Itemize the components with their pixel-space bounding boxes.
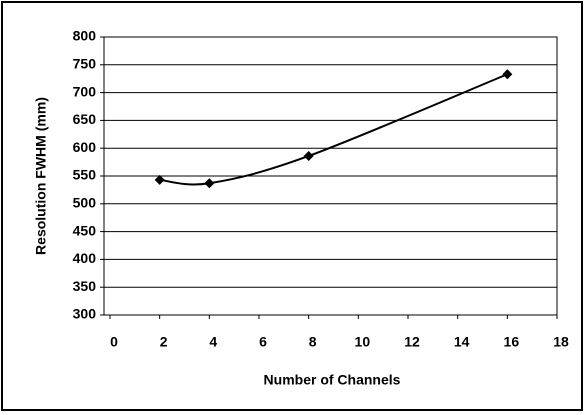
y-tick-label: 600	[73, 139, 97, 155]
y-tick-label: 400	[73, 250, 97, 266]
y-tick-label: 650	[73, 111, 97, 127]
x-tick-label: 2	[160, 334, 168, 350]
marker	[204, 178, 215, 189]
y-tick-label: 750	[73, 56, 97, 72]
y-tick-label: 450	[73, 222, 97, 238]
y-tick-label: 300	[73, 306, 97, 322]
y-tick-label: 700	[73, 83, 97, 99]
line	[159, 73, 508, 186]
marker	[502, 69, 513, 80]
marker	[303, 150, 314, 161]
y-tick-label: 350	[73, 278, 97, 294]
y-tick-label: 500	[73, 195, 97, 211]
x-tick-label: 14	[454, 334, 470, 350]
x-tick-label: 12	[404, 334, 420, 350]
x-tick-label: 8	[309, 334, 317, 350]
y-axis-label: Resolution FWHM (mm)	[33, 97, 49, 255]
marker	[154, 174, 165, 185]
y-tick-label: 800	[73, 28, 97, 44]
x-tick-label: 0	[110, 334, 118, 350]
x-tick-label: 6	[259, 334, 267, 350]
x-tick-label: 10	[355, 334, 371, 350]
x-tick-label: 4	[209, 334, 217, 350]
x-axis-label: Number of Channels	[264, 372, 401, 388]
x-tick-label: 16	[504, 334, 520, 350]
x-tick-label: 18	[553, 334, 569, 350]
y-tick-label: 550	[73, 167, 97, 183]
